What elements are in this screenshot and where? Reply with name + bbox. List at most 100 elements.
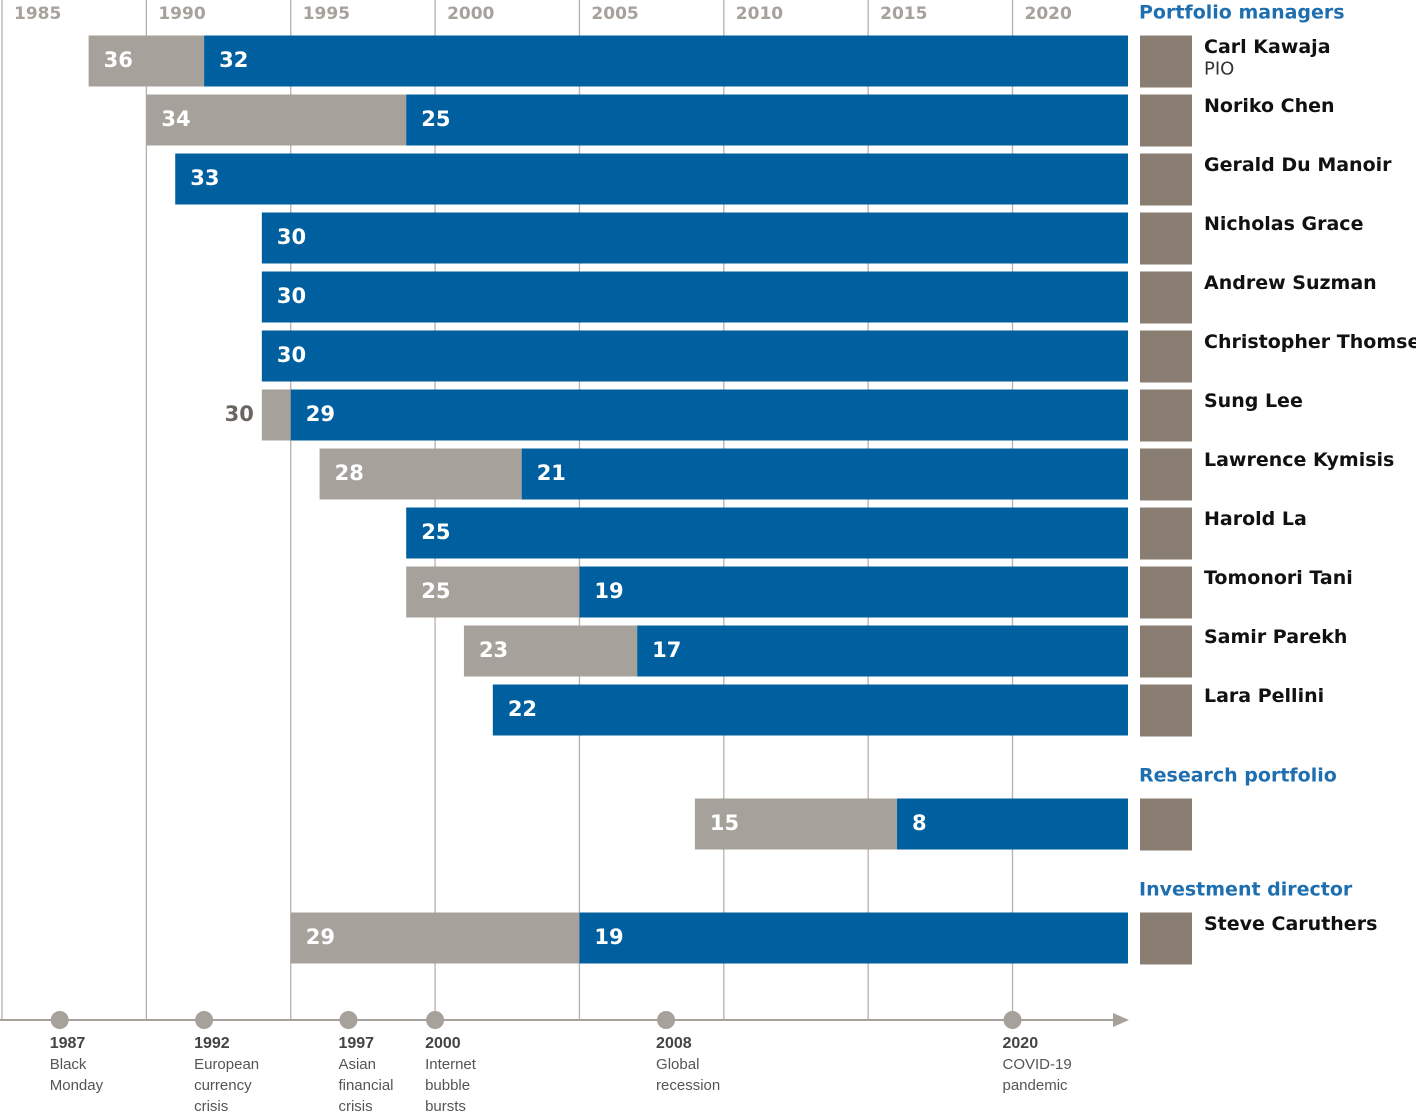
firm-label: 25 — [421, 520, 450, 544]
firm-bar — [261, 212, 1128, 264]
firm-bar — [290, 389, 1128, 441]
firm-label: 19 — [594, 579, 623, 603]
photo — [1140, 684, 1192, 737]
event-label: 1997 Asian financial crisis — [338, 1033, 410, 1117]
event-dot — [50, 1011, 69, 1029]
group-title: Research portfolio — [1139, 765, 1337, 787]
firm-bar — [579, 566, 1128, 618]
event-text: COVID-19 pandemic — [1002, 1056, 1072, 1094]
photo — [1140, 912, 1192, 965]
event-year: 1997 — [338, 1035, 375, 1052]
photo — [1140, 566, 1192, 619]
x-tick-label: 1995 — [303, 4, 350, 24]
x-tick-label: 1990 — [158, 4, 205, 24]
experience-label: 25 — [421, 579, 450, 603]
firm-label: 22 — [508, 697, 537, 721]
firm-label: 21 — [537, 461, 566, 485]
firm-label: 25 — [421, 107, 450, 131]
group-title: Portfolio managers — [1139, 2, 1345, 24]
firm-label: 33 — [190, 166, 219, 190]
event-label: 2020 COVID-19 pandemic — [1003, 1033, 1075, 1096]
photo — [1140, 94, 1192, 147]
event-label: 1987 Black Monday — [50, 1033, 122, 1096]
event-text: Global recession — [656, 1056, 721, 1094]
experience-bar — [463, 625, 638, 677]
x-tick-label: 2010 — [736, 4, 783, 24]
event-dot — [339, 1011, 358, 1029]
firm-bar — [521, 448, 1128, 500]
firm-label: 30 — [277, 343, 306, 367]
event-year: 2000 — [425, 1035, 461, 1052]
photo — [1140, 35, 1192, 88]
firm-bar — [406, 507, 1128, 559]
event-dot — [426, 1011, 445, 1029]
person-name: Lawrence Kymisis — [1204, 449, 1394, 471]
photo — [1140, 448, 1192, 501]
x-tick-label: 2005 — [591, 4, 638, 24]
event-text: Asian financial crisis — [338, 1056, 394, 1115]
firm-label: 32 — [219, 48, 248, 72]
firm-bar — [579, 912, 1128, 964]
firm-bar — [261, 271, 1128, 323]
firm-label: 29 — [306, 402, 335, 426]
photo — [1140, 507, 1192, 560]
person-name: Andrew Suzman — [1204, 272, 1377, 294]
firm-bar — [637, 625, 1128, 677]
group-title: Investment director — [1139, 879, 1353, 901]
experience-bar — [290, 912, 580, 964]
person-name: Nicholas Grace — [1204, 213, 1363, 235]
photo — [1140, 389, 1192, 442]
firm-label: 19 — [594, 925, 623, 949]
event-label: 2008 Global recession — [656, 1033, 728, 1096]
person-name: Lara Pellini — [1204, 685, 1324, 707]
person-name: Gerald Du Manoir — [1204, 154, 1392, 176]
photo — [1140, 798, 1192, 851]
x-tick-label: 1985 — [14, 4, 61, 24]
experience-label: 36 — [104, 48, 133, 72]
firm-label: 30 — [277, 225, 306, 249]
experience-label: 28 — [335, 461, 364, 485]
firm-bar — [406, 94, 1128, 146]
event-dot — [1003, 1011, 1022, 1029]
x-tick-label: 2000 — [447, 4, 494, 24]
event-text: Internet bubble bursts — [425, 1056, 476, 1115]
x-tick-label: 2020 — [1025, 4, 1072, 24]
event-label: 2000 Internet bubble bursts — [425, 1033, 497, 1117]
event-text: Black Monday — [49, 1056, 104, 1094]
experience-label: 23 — [479, 638, 508, 662]
photo — [1140, 271, 1192, 324]
event-year: 1987 — [49, 1035, 86, 1052]
event-year: 2008 — [656, 1035, 692, 1052]
person-name: Harold La — [1204, 508, 1307, 530]
experience-bar — [694, 798, 898, 850]
firm-bar — [204, 35, 1129, 87]
photo — [1140, 212, 1192, 265]
photo — [1140, 330, 1192, 383]
event-text: European currency crisis — [194, 1056, 260, 1115]
experience-bar — [319, 448, 522, 500]
experience-bar — [88, 35, 205, 87]
experience-bar — [146, 94, 407, 146]
experience-bar — [261, 389, 291, 441]
photo — [1140, 153, 1192, 206]
experience-label: 15 — [710, 811, 739, 835]
photo — [1140, 625, 1192, 678]
experience-label: 30 — [225, 402, 254, 426]
firm-label: 17 — [652, 638, 681, 662]
x-tick-label: 2015 — [880, 4, 927, 24]
experience-bar — [406, 566, 580, 618]
firm-bar — [492, 684, 1128, 736]
event-label: 1992 European currency crisis — [194, 1033, 266, 1117]
person-name: Carl Kawaja — [1204, 36, 1331, 58]
firm-bar — [175, 153, 1128, 205]
experience-label: 29 — [306, 925, 335, 949]
event-dot — [657, 1011, 676, 1029]
firm-bar — [261, 330, 1128, 382]
person-name: Christopher Thomsen — [1204, 331, 1416, 353]
person-name: Tomonori Tani — [1204, 567, 1353, 589]
person-name: Sung Lee — [1204, 390, 1303, 412]
person-name: Samir Parekh — [1204, 626, 1347, 648]
firm-label: 8 — [912, 811, 927, 835]
